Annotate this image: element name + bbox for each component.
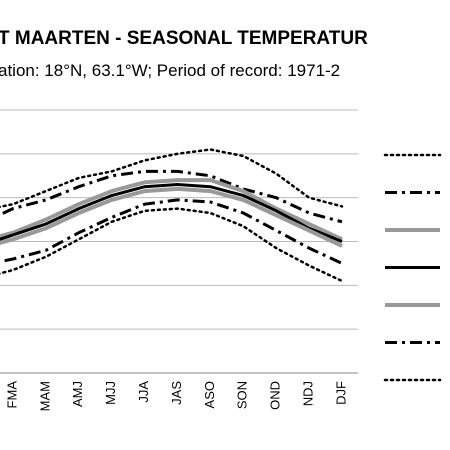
chart-title: T MAARTEN - SEASONAL TEMPERATUR xyxy=(0,28,368,49)
x-tick-label: FMA xyxy=(4,381,19,409)
x-tick-label: AMJ xyxy=(70,381,85,407)
series-line xyxy=(0,148,344,209)
x-tick-label: OND xyxy=(268,381,283,410)
x-tick-label: MAM xyxy=(37,381,52,411)
series-line xyxy=(0,207,344,283)
x-tick-label: NDJ xyxy=(301,381,316,406)
x-tick-label: ASO xyxy=(202,381,217,408)
x-tick-label: JAS xyxy=(169,381,184,405)
series-line xyxy=(0,182,343,243)
grid xyxy=(0,109,358,374)
series-line xyxy=(0,198,343,265)
chart-subtitle: ation: 18°N, 63.1°W; Period of record: 1… xyxy=(0,61,340,80)
x-tick-label: MJJ xyxy=(103,381,118,405)
plot-area xyxy=(0,148,344,283)
x-tick-label: DJF xyxy=(333,381,348,405)
x-tick-label: SON xyxy=(235,381,250,409)
x-tick-label: JJA xyxy=(136,381,151,403)
series-line xyxy=(0,178,343,242)
legend xyxy=(383,153,442,382)
series-line xyxy=(0,186,343,248)
